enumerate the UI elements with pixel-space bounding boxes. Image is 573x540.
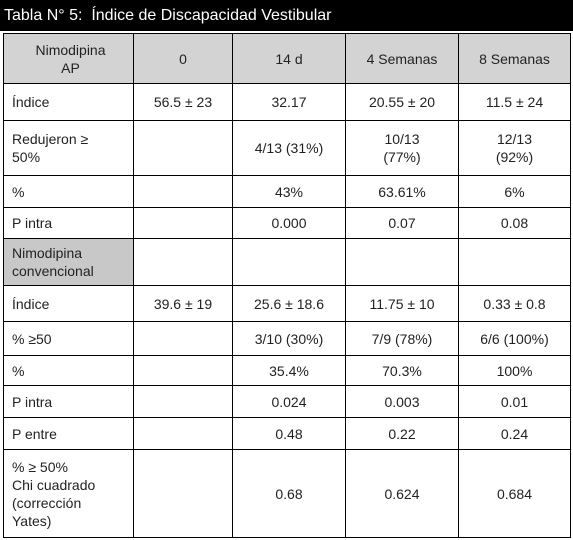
table-cell: 35.4%	[232, 355, 346, 386]
table-cell: 12/13 (92%)	[458, 120, 571, 176]
table-cell	[133, 120, 233, 176]
table-cell: 0.000	[232, 207, 346, 239]
table-cell	[133, 449, 233, 538]
table-cell: 43%	[232, 175, 346, 208]
row-label: P intra	[3, 385, 134, 418]
table-cell	[345, 238, 459, 286]
table-cell: 0.684	[458, 449, 571, 538]
row-label: Índice	[3, 285, 134, 322]
row-label: % ≥ 50% Chi cuadrado (corrección Yates)	[3, 449, 134, 538]
row-label: Índice	[3, 83, 134, 121]
row-label: Redujeron ≥ 50%	[3, 120, 134, 176]
table-cell: 11.5 ± 24	[458, 83, 571, 121]
table-cell: 0.68	[232, 449, 346, 538]
table-row: Índice 56.5 ± 23 32.17 20.55 ± 20 11.5 ± 24	[3, 83, 571, 121]
table-title: Tabla N° 5: Índice de Discapacidad Vesti…	[0, 0, 573, 31]
table-cell	[133, 238, 233, 286]
table-row: P intra 0.000 0.07 0.08	[3, 207, 571, 239]
table-row: P entre 0.48 0.22 0.24	[3, 417, 571, 450]
table-row: % 35.4% 70.3% 100%	[3, 355, 571, 386]
row-label: % ≥50	[3, 321, 134, 356]
table-cell: 10/13 (77%)	[345, 120, 459, 176]
row-label: P intra	[3, 207, 134, 239]
table-cell	[133, 417, 233, 450]
table-cell: 4 Semanas	[345, 33, 459, 84]
table-cell: 0.24	[458, 417, 571, 450]
table-cell: 0.08	[458, 207, 571, 239]
table-cell: 63.61%	[345, 175, 459, 208]
table-cell: 0.01	[458, 385, 571, 418]
table-cell	[133, 321, 233, 356]
table-cell: 6%	[458, 175, 571, 208]
table-cell: 100%	[458, 355, 571, 386]
table-cell	[458, 238, 571, 286]
table-cell: 0.624	[345, 449, 459, 538]
table-cell: 6/6 (100%)	[458, 321, 571, 356]
table-cell	[133, 175, 233, 208]
table-cell	[232, 238, 346, 286]
table-row: Índice 39.6 ± 19 25.6 ± 18.6 11.75 ± 10 0.33…	[3, 285, 571, 322]
table-cell: 70.3%	[345, 355, 459, 386]
table-cell: 14 d	[232, 33, 346, 84]
table-row: % ≥50 3/10 (30%) 7/9 (78%) 6/6 (100%)	[3, 321, 571, 356]
table-cell: 20.55 ± 20	[345, 83, 459, 121]
table-cell: 32.17	[232, 83, 346, 121]
table-cell: 0.33 ± 0.8	[458, 285, 571, 322]
table-cell: 0.07	[345, 207, 459, 239]
row-label: %	[3, 355, 134, 386]
table-cell: 0.024	[232, 385, 346, 418]
row-label: P entre	[3, 417, 134, 450]
row-label: Nimodipina convencional	[3, 238, 134, 286]
table-cell: 25.6 ± 18.6	[232, 285, 346, 322]
table-cell: 11.75 ± 10	[345, 285, 459, 322]
table-cell: 0	[133, 33, 233, 84]
table-row: Redujeron ≥ 50% 4/13 (31%) 10/13 (77%) 12/1…	[3, 120, 571, 176]
table-cell: 8 Semanas	[458, 33, 571, 84]
table-cell	[133, 207, 233, 239]
table-cell	[133, 355, 233, 386]
table-cell: 0.48	[232, 417, 346, 450]
table-row: Nimodipina convencional	[3, 238, 571, 286]
table-cell: 4/13 (31%)	[232, 120, 346, 176]
table-cell: 39.6 ± 19	[133, 285, 233, 322]
row-label: %	[3, 175, 134, 208]
table-cell	[133, 385, 233, 418]
row-label: Nimodipina AP	[3, 33, 134, 84]
table-row: % 43% 63.61% 6%	[3, 175, 571, 208]
table-cell: 7/9 (78%)	[345, 321, 459, 356]
table-row: P intra 0.024 0.003 0.01	[3, 385, 571, 418]
table-cell: 0.22	[345, 417, 459, 450]
table-cell: 3/10 (30%)	[232, 321, 346, 356]
table-cell: 56.5 ± 23	[133, 83, 233, 121]
table-row: % ≥ 50% Chi cuadrado (corrección Yates) 0…	[3, 449, 571, 538]
table-cell: 0.003	[345, 385, 459, 418]
